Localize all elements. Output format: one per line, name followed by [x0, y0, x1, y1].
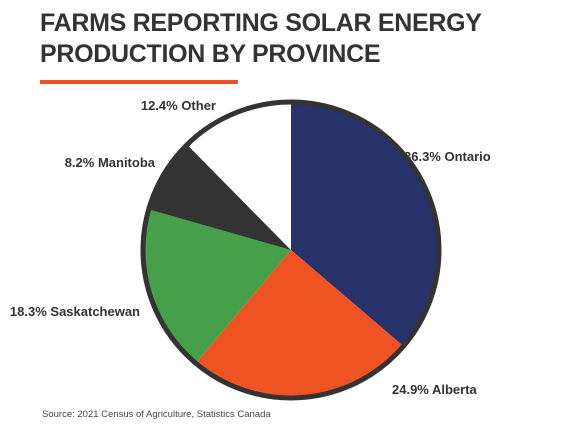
pie-outline — [140, 99, 442, 401]
chart-title-line-1: FARMS REPORTING SOLAR ENERGY — [40, 9, 482, 37]
source-note: Source: 2021 Census of Agriculture, Stat… — [42, 409, 271, 420]
slice-label-other: 12.4% Other — [141, 98, 216, 113]
slice-label-ontario: 36.3% Ontario — [404, 149, 491, 164]
slice-label-alberta: 24.9% Alberta — [392, 382, 478, 397]
slice-label-saskatchewan: 18.3% Saskatchewan — [10, 304, 140, 319]
title-accent-rule — [40, 80, 238, 84]
chart-title-line-2: PRODUCTION BY PROVINCE — [40, 40, 381, 68]
slice-label-manitoba: 8.2% Manitoba — [65, 155, 156, 170]
pie-slice-saskatchewan — [142, 209, 291, 364]
pie-labels: 36.3% Ontario 24.9% Alberta 18.3% Saskat… — [10, 98, 491, 397]
pie-slice-ontario — [291, 102, 440, 347]
pie-slices — [142, 102, 440, 399]
pie-slice-alberta — [195, 250, 404, 399]
chart-title: FARMS REPORTING SOLAR ENERGY PRODUCTION … — [40, 8, 482, 70]
pie-slice-manitoba — [148, 144, 291, 250]
pie-slice-other — [187, 102, 291, 250]
